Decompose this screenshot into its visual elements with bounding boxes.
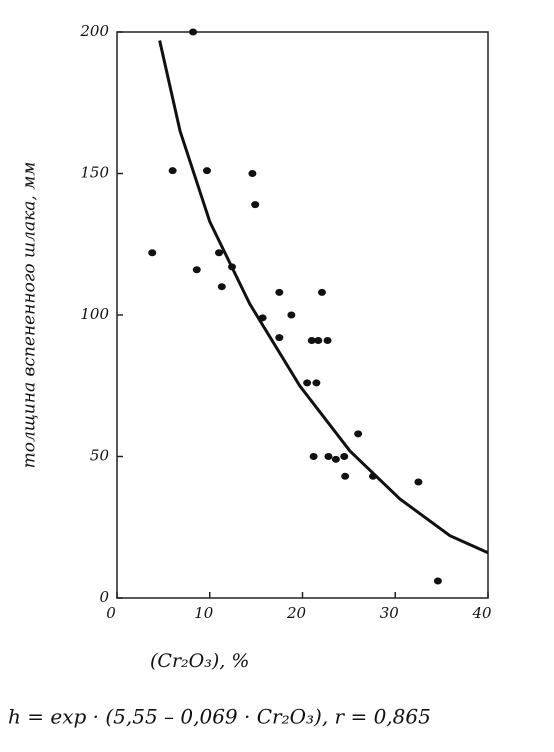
data-point: [354, 430, 363, 438]
x-axis-label: (Cr₂O₃), %: [150, 650, 249, 672]
x-tick-label: 0: [106, 604, 116, 622]
y-tick-label: 100: [80, 305, 109, 323]
y-tick-label: 50: [90, 447, 110, 465]
data-point: [433, 577, 442, 585]
data-point: [331, 455, 340, 463]
data-point: [189, 28, 198, 36]
data-point: [275, 288, 284, 296]
x-tick-label: 30: [380, 604, 400, 622]
data-point: [303, 379, 312, 387]
y-tick-label: 150: [80, 164, 109, 182]
data-point: [248, 170, 257, 177]
y-tick-label: 200: [79, 22, 109, 40]
data-point: [309, 453, 318, 460]
data-point: [287, 311, 296, 319]
data-point: [340, 453, 349, 460]
data-point: [341, 472, 350, 480]
data-point: [215, 249, 224, 257]
y-tick-label: 0: [99, 588, 109, 606]
y-axis-label: толщина вспененного шлака, мм: [20, 162, 40, 469]
annotation: h = exp · (5,55 – 0,069 · Cr₂O₃), r = 0,…: [8, 705, 431, 729]
x-tick-label: 10: [194, 604, 214, 622]
data-point: [312, 379, 321, 387]
data-point: [168, 167, 177, 175]
data-point: [275, 334, 284, 342]
data-point: [317, 288, 326, 296]
data-point: [148, 249, 157, 257]
data-point: [217, 283, 226, 291]
data-point: [202, 167, 211, 175]
data-point: [192, 266, 201, 274]
data-point: [323, 336, 332, 344]
x-tick-label: 20: [286, 604, 307, 622]
data-point: [251, 201, 260, 209]
data-point: [314, 336, 323, 344]
fit-curve: [158, 40, 489, 555]
x-tick-label: 40: [471, 604, 492, 622]
data-point: [307, 336, 316, 344]
plot-frame: [116, 31, 489, 599]
data-point: [324, 453, 333, 460]
data-point: [414, 478, 423, 486]
